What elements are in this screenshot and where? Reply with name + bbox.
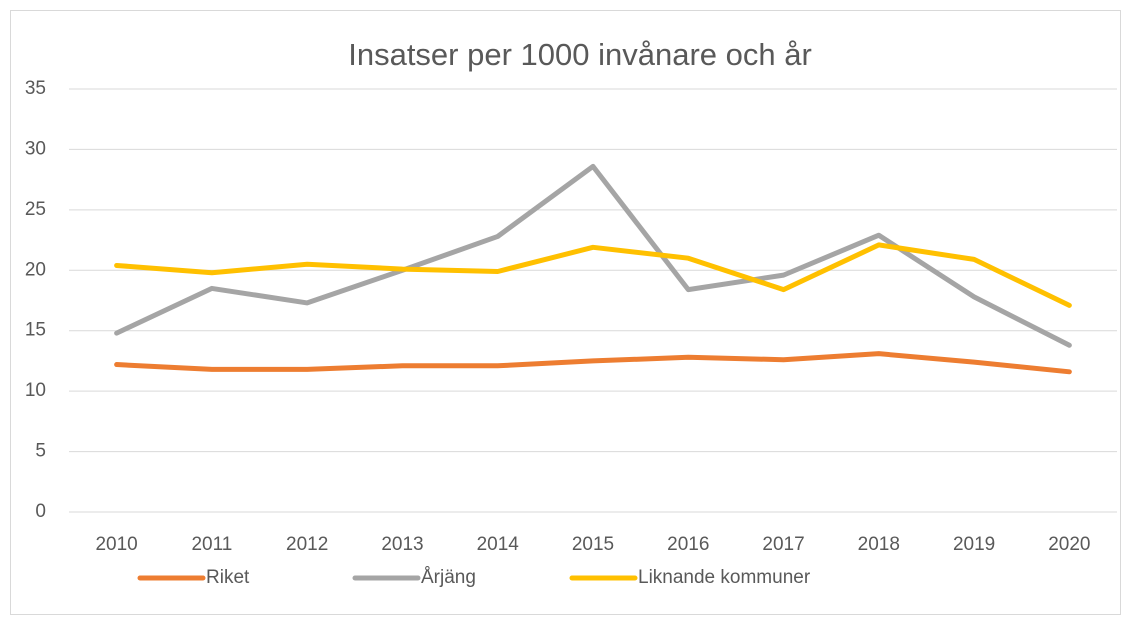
x-tick-label: 2019 — [953, 534, 995, 555]
chart-border — [10, 10, 1121, 615]
x-tick-label: 2014 — [477, 534, 520, 555]
legend-label: Årjäng — [421, 567, 476, 588]
y-tick-label: 15 — [25, 320, 46, 341]
x-tick-label: 2020 — [1048, 534, 1090, 555]
x-tick-label: 2018 — [858, 534, 900, 555]
series-line — [114, 242, 1072, 308]
y-tick-label: 30 — [25, 138, 46, 159]
y-tick-label: 5 — [35, 441, 46, 462]
x-tick-label: 2012 — [286, 534, 328, 555]
y-tick-label: 20 — [25, 259, 46, 280]
y-tick-label: 25 — [25, 199, 46, 220]
series-line — [114, 351, 1072, 375]
y-tick-label: 35 — [25, 78, 46, 99]
x-tick-label: 2010 — [95, 534, 137, 555]
legend-label: Riket — [206, 567, 250, 588]
chart-title: Insatser per 1000 invånare och år — [348, 37, 812, 72]
y-tick-label: 0 — [35, 501, 46, 522]
x-tick-label: 2011 — [191, 534, 232, 555]
legend-label: Liknande kommuner — [638, 567, 811, 588]
x-tick-label: 2013 — [381, 534, 423, 555]
x-tick-label: 2017 — [762, 534, 804, 555]
x-tick-label: 2016 — [667, 534, 709, 555]
series-line — [114, 163, 1072, 348]
y-tick-label: 10 — [25, 380, 46, 401]
x-tick-label: 2015 — [572, 534, 614, 555]
